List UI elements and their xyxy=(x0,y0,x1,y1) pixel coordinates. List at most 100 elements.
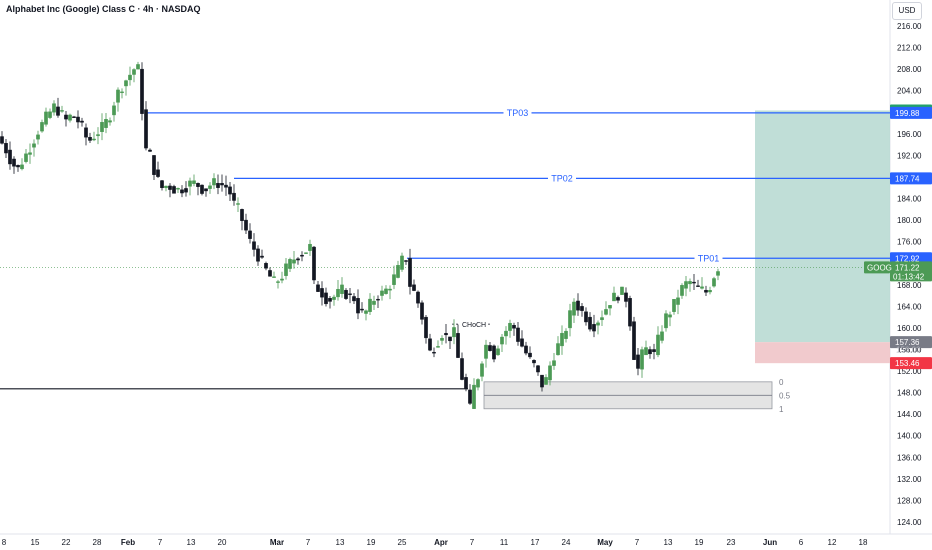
candle-up[interactable] xyxy=(188,180,192,187)
candle-down[interactable] xyxy=(140,68,144,114)
candle-up[interactable] xyxy=(620,286,624,295)
candle-up[interactable] xyxy=(280,278,284,281)
candle-down[interactable] xyxy=(200,184,204,194)
candle-down[interactable] xyxy=(448,336,452,342)
candle-up[interactable] xyxy=(560,332,564,347)
candle-up[interactable] xyxy=(612,292,616,302)
candle-up[interactable] xyxy=(272,276,276,278)
candle-down[interactable] xyxy=(352,296,356,302)
candle-up[interactable] xyxy=(132,69,136,75)
candle-down[interactable] xyxy=(180,189,184,194)
candle-up[interactable] xyxy=(92,138,96,141)
candle-down[interactable] xyxy=(516,327,520,342)
candle-down[interactable] xyxy=(536,365,540,373)
candle-up[interactable] xyxy=(340,284,344,294)
candle-up[interactable] xyxy=(336,288,340,298)
candle-up[interactable] xyxy=(380,290,384,296)
candle-down[interactable] xyxy=(464,377,468,389)
candle-up[interactable] xyxy=(568,310,572,329)
currency-selector[interactable]: USD xyxy=(892,2,922,20)
profit-zone[interactable] xyxy=(755,110,890,343)
candle-down[interactable] xyxy=(492,345,496,360)
candle-down[interactable] xyxy=(444,333,448,336)
candle-up[interactable] xyxy=(364,310,368,314)
candle-up[interactable] xyxy=(124,80,128,87)
candle-up[interactable] xyxy=(36,134,40,140)
candle-up[interactable] xyxy=(684,281,688,289)
candle-down[interactable] xyxy=(344,289,348,299)
candle-down[interactable] xyxy=(144,109,148,149)
candle-down[interactable] xyxy=(228,186,232,195)
candle-up[interactable] xyxy=(332,296,336,300)
candle-up[interactable] xyxy=(112,105,116,116)
candle-down[interactable] xyxy=(16,165,20,168)
candle-up[interactable] xyxy=(556,343,560,356)
candle-down[interactable] xyxy=(264,263,268,269)
candle-up[interactable] xyxy=(660,331,664,341)
candle-down[interactable] xyxy=(184,188,188,193)
candle-down[interactable] xyxy=(12,158,16,167)
candle-up[interactable] xyxy=(208,185,212,189)
candle-up[interactable] xyxy=(500,336,504,345)
candle-up[interactable] xyxy=(236,203,240,205)
candle-up[interactable] xyxy=(292,259,296,264)
candle-down[interactable] xyxy=(8,149,12,165)
candle-up[interactable] xyxy=(668,314,672,318)
candle-down[interactable] xyxy=(588,316,592,330)
candle-down[interactable] xyxy=(408,258,412,287)
candle-up[interactable] xyxy=(100,122,104,133)
candle-up[interactable] xyxy=(644,347,648,356)
candle-up[interactable] xyxy=(212,178,216,186)
candle-up[interactable] xyxy=(304,252,308,254)
candle-down[interactable] xyxy=(328,298,332,302)
loss-zone[interactable] xyxy=(755,342,890,364)
candle-down[interactable] xyxy=(404,260,408,262)
candle-down[interactable] xyxy=(0,136,4,144)
candle-down[interactable] xyxy=(532,360,536,364)
candle-down[interactable] xyxy=(356,298,360,314)
candle-down[interactable] xyxy=(320,288,324,298)
candle-down[interactable] xyxy=(84,127,88,138)
candle-down[interactable] xyxy=(196,183,200,187)
candle-up[interactable] xyxy=(136,64,140,70)
candle-up[interactable] xyxy=(708,290,712,293)
candle-up[interactable] xyxy=(24,153,28,162)
candle-up[interactable] xyxy=(564,330,568,339)
candle-down[interactable] xyxy=(316,284,320,292)
candle-up[interactable] xyxy=(388,288,392,291)
candle-up[interactable] xyxy=(384,288,388,294)
candle-down[interactable] xyxy=(488,345,492,351)
candle-down[interactable] xyxy=(360,308,364,311)
candle-down[interactable] xyxy=(4,143,8,154)
candle-up[interactable] xyxy=(496,348,500,356)
candle-up[interactable] xyxy=(276,281,280,283)
candle-down[interactable] xyxy=(540,374,544,388)
candle-up[interactable] xyxy=(608,305,612,309)
candle-down[interactable] xyxy=(636,354,640,369)
candle-down[interactable] xyxy=(172,186,176,194)
candle-down[interactable] xyxy=(260,255,264,258)
candle-up[interactable] xyxy=(672,299,676,312)
candle-up[interactable] xyxy=(40,122,44,132)
candle-down[interactable] xyxy=(460,358,464,380)
candle-up[interactable] xyxy=(700,286,704,289)
candle-down[interactable] xyxy=(244,219,248,231)
candle-down[interactable] xyxy=(592,324,596,332)
candle-up[interactable] xyxy=(164,185,168,188)
candle-down[interactable] xyxy=(696,285,700,287)
candle-down[interactable] xyxy=(580,306,584,311)
candle-up[interactable] xyxy=(656,334,660,356)
candle-up[interactable] xyxy=(484,344,488,359)
candle-down[interactable] xyxy=(632,321,636,360)
candle-down[interactable] xyxy=(376,298,380,301)
candle-down[interactable] xyxy=(428,338,432,351)
candle-up[interactable] xyxy=(472,384,476,409)
candle-up[interactable] xyxy=(680,285,684,296)
candle-up[interactable] xyxy=(452,327,456,338)
candle-up[interactable] xyxy=(104,119,108,128)
candle-up[interactable] xyxy=(48,111,52,118)
candle-down[interactable] xyxy=(72,116,76,118)
candle-down[interactable] xyxy=(704,289,708,293)
candle-up[interactable] xyxy=(476,379,480,388)
candle-down[interactable] xyxy=(300,254,304,257)
